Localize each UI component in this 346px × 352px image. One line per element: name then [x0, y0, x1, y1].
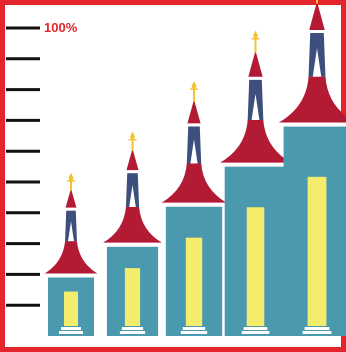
tower-spire [248, 50, 263, 77]
tower-step [180, 331, 208, 334]
tower-roof [278, 76, 346, 123]
tower-door [307, 176, 327, 326]
tower-step [182, 327, 206, 330]
tower-ring [187, 123, 201, 127]
tower-upper-window [312, 48, 322, 77]
tower-ring [65, 207, 77, 211]
tower-band [224, 162, 287, 167]
tower-upper-window [190, 139, 198, 164]
tower-roof [44, 241, 98, 274]
tower-door [124, 268, 141, 326]
tower-step [119, 331, 146, 334]
tower-upper-window [129, 184, 136, 207]
tower-step [61, 327, 81, 330]
tower-roof [161, 163, 227, 203]
tower-spire [126, 148, 139, 171]
tower-ring [248, 76, 263, 80]
tower-ring [309, 30, 325, 34]
tower-door [185, 237, 203, 326]
tower-roof [220, 120, 291, 163]
bar-3 [161, 81, 227, 336]
bars [44, 0, 346, 336]
tower-step [243, 327, 268, 330]
tower-door [246, 207, 265, 326]
bar-2 [103, 131, 162, 336]
tower-band [165, 202, 223, 207]
tower-spire [187, 99, 201, 124]
tower-roof [103, 206, 162, 243]
tower-upper-window [251, 93, 260, 121]
tower-step [302, 331, 332, 334]
bar-4 [220, 30, 291, 336]
tower-step [59, 331, 83, 334]
tower-band [48, 273, 94, 278]
tower-step [241, 331, 270, 334]
y-tick-label-max: 100% [44, 20, 78, 35]
y-axis-ticks [6, 26, 40, 307]
bar-5 [278, 0, 346, 336]
tower-step [121, 327, 144, 330]
bar-1 [44, 172, 98, 336]
tower-band [106, 242, 159, 247]
tower-step [304, 327, 330, 330]
tower-spire [65, 188, 77, 208]
tower-ring [126, 170, 139, 174]
tower-band [283, 122, 346, 127]
tower-spire [309, 1, 325, 31]
tower-upper-window [68, 221, 74, 242]
tower-door [64, 291, 78, 326]
